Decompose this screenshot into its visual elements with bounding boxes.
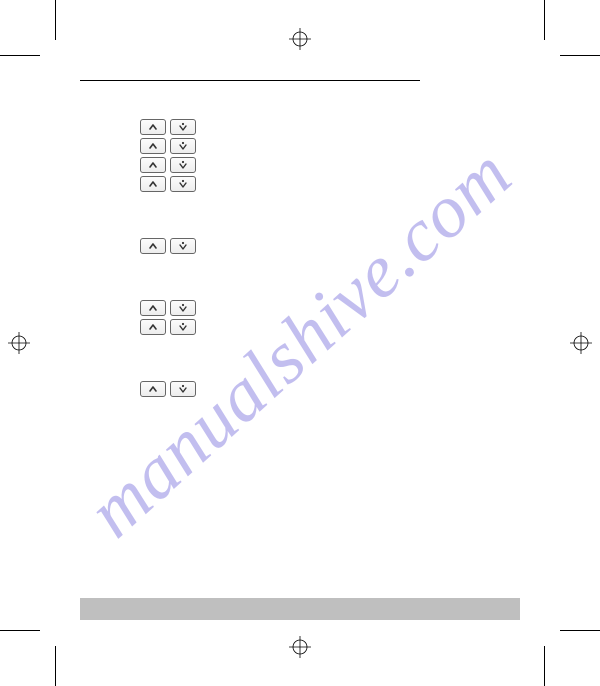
registration-mark-icon [289, 636, 311, 658]
down-arrow-button [170, 381, 196, 397]
up-arrow-button [140, 157, 166, 173]
button-group [140, 119, 520, 192]
down-arrow-button [170, 319, 196, 335]
registration-mark-icon [570, 332, 592, 354]
down-arrow-button [170, 119, 196, 135]
button-row [140, 319, 520, 335]
footer-bar [80, 598, 520, 620]
up-arrow-button [140, 319, 166, 335]
down-arrow-button [170, 138, 196, 154]
registration-mark-icon [8, 332, 30, 354]
button-row [140, 138, 520, 154]
crop-mark [544, 646, 545, 686]
button-row [140, 119, 520, 135]
button-row [140, 381, 520, 397]
down-arrow-button [170, 157, 196, 173]
crop-mark [55, 646, 56, 686]
registration-mark-icon [289, 28, 311, 50]
crop-mark [544, 0, 545, 40]
button-row [140, 176, 520, 192]
content-area [80, 80, 520, 443]
up-arrow-button [140, 238, 166, 254]
horizontal-rule [80, 80, 420, 81]
page: manualshive.com [0, 0, 600, 686]
down-arrow-button [170, 238, 196, 254]
crop-mark [0, 630, 40, 631]
down-arrow-button [170, 176, 196, 192]
button-row [140, 238, 520, 254]
crop-mark [0, 55, 40, 56]
button-group [140, 300, 520, 335]
button-row [140, 300, 520, 316]
crop-mark [55, 0, 56, 40]
up-arrow-button [140, 300, 166, 316]
button-group [140, 381, 520, 397]
up-arrow-button [140, 138, 166, 154]
up-arrow-button [140, 381, 166, 397]
crop-mark [560, 630, 600, 631]
crop-mark [560, 55, 600, 56]
down-arrow-button [170, 300, 196, 316]
up-arrow-button [140, 119, 166, 135]
button-group [140, 238, 520, 254]
button-row [140, 157, 520, 173]
up-arrow-button [140, 176, 166, 192]
